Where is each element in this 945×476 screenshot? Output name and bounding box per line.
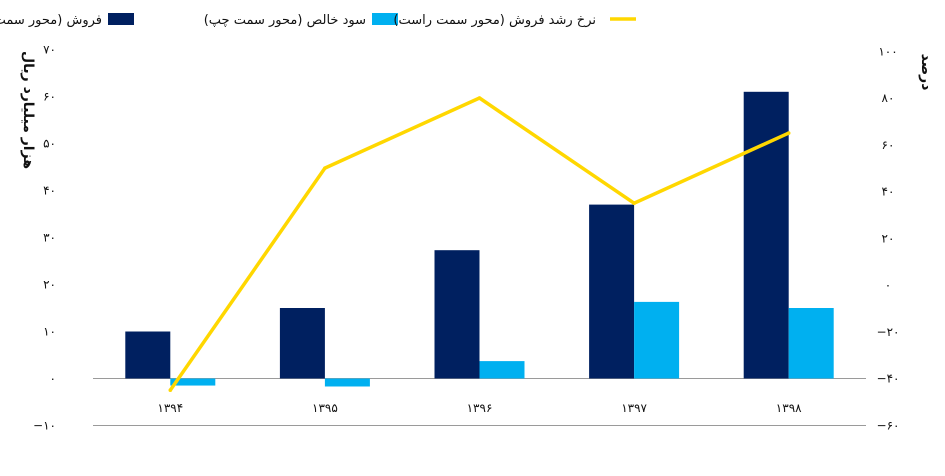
growth-rate-point: [632, 201, 636, 205]
left-tick-label: ۲۰: [43, 278, 56, 292]
left-tick-label: ۷۰: [43, 43, 56, 57]
legend-label: فروش (محور سمت چپ): [0, 13, 102, 28]
growth-rate-point: [786, 131, 791, 135]
category-label: ۱۳۹۶: [467, 401, 493, 415]
bar-sales: [125, 331, 171, 379]
axis-labels: ۱۳۹۴ ۱۳۹۵ ۱۳۹۶ ۱۳۹۷ ۱۳۹۸ هزار میلیارد ریال درص…: [20, 51, 934, 415]
left-tick-label: ۶۰: [43, 90, 56, 104]
growth-rate-point: [323, 166, 327, 170]
legend-marker-net-profit: [372, 13, 398, 25]
bar-sales: [589, 204, 635, 379]
right-tick-label: −۲۰: [877, 325, 900, 339]
legend-label: نرخ رشد فروش (محور سمت راست): [393, 13, 596, 28]
bar-sales: [434, 250, 480, 379]
right-tick-label: −۴۰: [877, 372, 900, 386]
growth-rate-point: [168, 388, 173, 392]
bar-net-profit: [324, 378, 370, 387]
left-tick-label: ۳۰: [43, 231, 56, 245]
right-tick-label: ۸۰: [882, 91, 895, 105]
category-label: ۱۳۹۷: [621, 401, 647, 415]
growth-line-layer: [168, 96, 791, 392]
bar-net-profit: [788, 308, 834, 379]
right-tick-label: ۲۰: [882, 231, 895, 245]
right-tick-label: −۶۰: [877, 418, 900, 432]
category-label: ۱۳۹۴: [157, 401, 183, 415]
category-label: ۱۳۹۵: [312, 401, 338, 415]
right-tick-label: ۰: [885, 278, 891, 292]
left-tick-label: ۰: [50, 372, 56, 386]
bar-sales: [743, 91, 789, 379]
bars: [125, 91, 834, 387]
left-tick-label: ۴۰: [43, 184, 56, 198]
right-tick-label: ۶۰: [882, 138, 895, 152]
right-tick-label: ۱۰۰: [878, 44, 897, 58]
left-tick-label: ۵۰: [43, 137, 56, 151]
right-axis-title: درصد: [918, 54, 934, 91]
legend-marker-sales: [108, 13, 134, 25]
bar-net-profit: [170, 378, 216, 386]
bar-net-profit: [479, 361, 525, 379]
right-tick-label: ۴۰: [882, 185, 895, 199]
left-axis-title: هزار میلیارد ریال: [20, 51, 36, 169]
category-label: ۱۳۹۸: [776, 401, 802, 415]
left-tick-label: ۱۰: [43, 325, 56, 339]
axes: −۱۰ ۰ ۱۰ ۲۰ ۳۰ ۴۰ ۵۰ ۶۰ ۷۰ −۶۰ −۴۰ −۲۰ ۰ ۲۰ ۴۰ ۶۰ ۸۰ ۱۰۰: [33, 43, 899, 433]
bar-sales: [279, 308, 325, 379]
growth-rate-point: [477, 96, 482, 100]
left-tick-label: −۱۰: [33, 419, 56, 433]
bar-net-profit: [634, 301, 680, 379]
legend: فروش (محور سمت چپ) سود خالص (محور سمت چپ)…: [0, 13, 636, 28]
legend-label: سود خالص (محور سمت چپ): [204, 13, 366, 28]
